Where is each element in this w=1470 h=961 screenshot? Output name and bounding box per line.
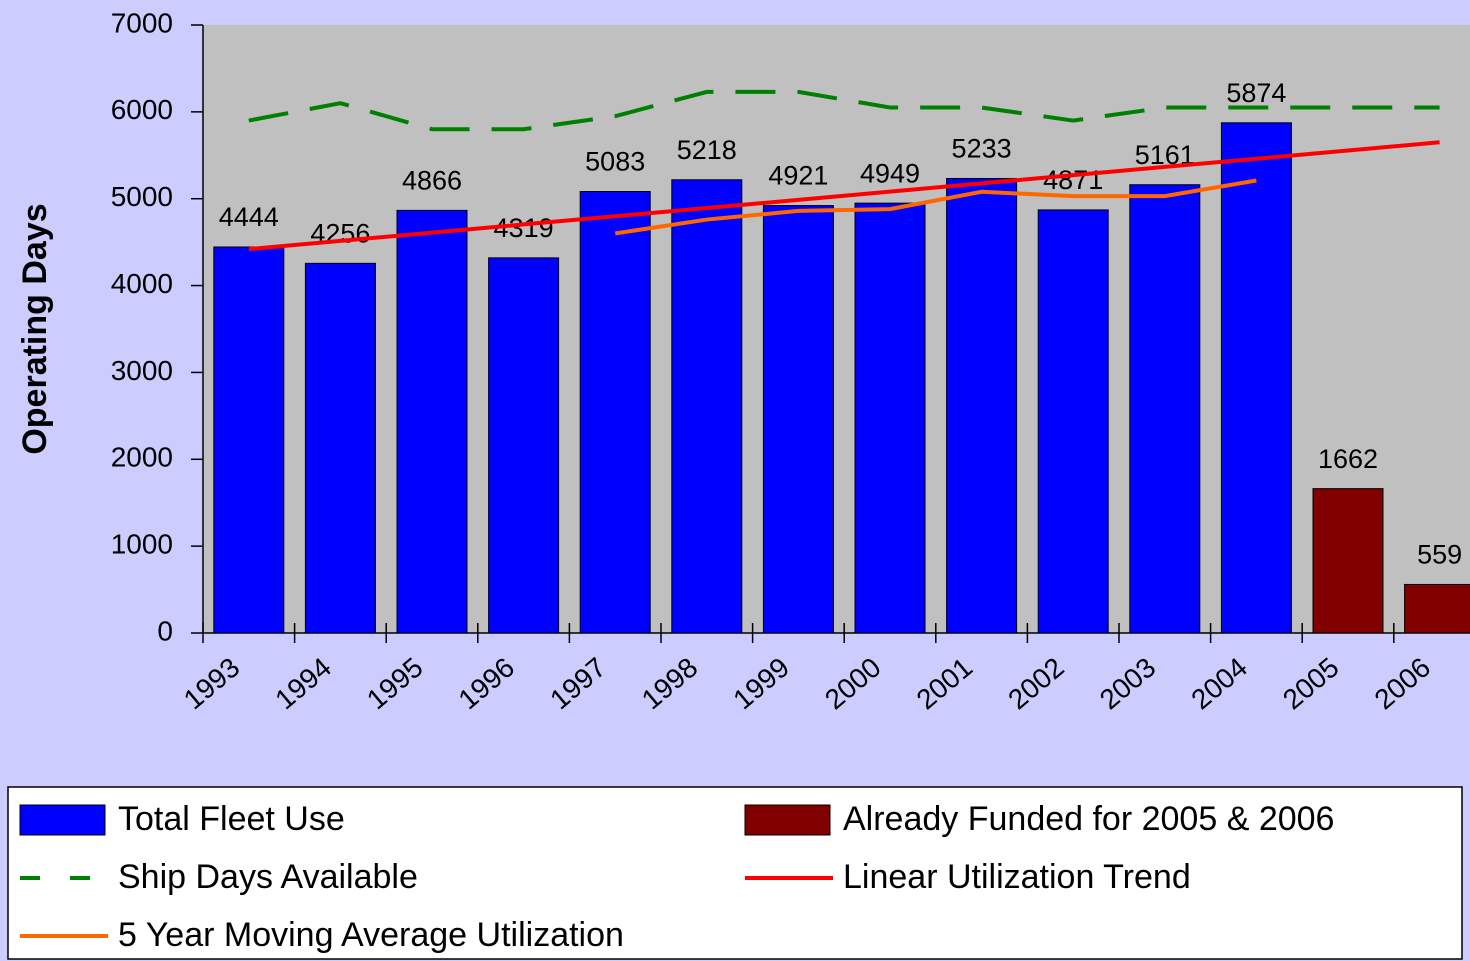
bar — [579, 191, 651, 634]
x-tick-label: 2002 — [1002, 652, 1070, 716]
bar — [854, 202, 926, 634]
series-line — [248, 89, 1440, 132]
data-label: 5083 — [585, 147, 645, 177]
x-tick-label: 1994 — [269, 652, 337, 716]
y-axis-title: Operating Days — [16, 203, 54, 454]
legend-label: Linear Utilization Trend — [843, 858, 1191, 896]
legend-label: Total Fleet Use — [118, 800, 345, 838]
y-tick-label: 1000 — [111, 529, 173, 560]
legend — [7, 786, 1463, 960]
series-line — [248, 140, 1440, 252]
bar — [946, 177, 1018, 634]
legend-label: 5 Year Moving Average Utilization — [118, 916, 624, 954]
bar — [1312, 488, 1384, 634]
y-tick-label: 2000 — [111, 442, 173, 473]
x-tick-label: 2003 — [1094, 652, 1162, 716]
bar — [213, 246, 285, 634]
x-tick-label: 1997 — [544, 652, 612, 716]
x-tick-label: 1993 — [178, 652, 246, 716]
legend-swatch — [744, 804, 831, 836]
bar — [671, 179, 743, 634]
bar — [1404, 583, 1470, 634]
data-label: 4949 — [860, 158, 920, 188]
bar — [396, 209, 468, 634]
y-tick-label: 0 — [157, 615, 173, 646]
legend-label: Ship Days Available — [118, 858, 418, 896]
legend-label: Already Funded for 2005 & 2006 — [843, 800, 1334, 838]
y-tick-label: 4000 — [111, 268, 173, 299]
x-tick-label: 2000 — [819, 652, 887, 716]
x-tick-label: 2001 — [911, 652, 979, 716]
x-tick-label: 1999 — [727, 652, 795, 716]
data-label: 5218 — [677, 135, 737, 165]
data-label: 1662 — [1318, 444, 1378, 474]
data-label: 5874 — [1226, 78, 1286, 108]
bar — [762, 205, 834, 634]
x-tick-label: 1996 — [453, 652, 521, 716]
data-label: 4921 — [768, 161, 828, 191]
x-tick-label: 2004 — [1185, 652, 1253, 716]
bar — [1220, 122, 1292, 634]
y-tick-label: 5000 — [111, 181, 173, 212]
x-tick-label: 2005 — [1277, 652, 1345, 716]
y-tick-label: 3000 — [111, 355, 173, 386]
bar — [1129, 184, 1201, 634]
data-label: 4871 — [1043, 165, 1103, 195]
data-label: 5233 — [952, 134, 1012, 164]
bar — [304, 262, 376, 634]
x-tick-label: 2006 — [1369, 652, 1437, 716]
data-label: 559 — [1417, 540, 1462, 570]
y-tick-label: 6000 — [111, 94, 173, 125]
data-label: 4866 — [402, 165, 462, 195]
bar — [488, 257, 560, 634]
data-label: 4444 — [219, 202, 279, 232]
bar — [1037, 209, 1109, 634]
x-tick-label: 1998 — [636, 652, 704, 716]
series-line — [614, 178, 1257, 236]
legend-swatch — [19, 804, 106, 836]
y-tick-label: 7000 — [111, 7, 173, 38]
x-tick-label: 1995 — [361, 652, 429, 716]
